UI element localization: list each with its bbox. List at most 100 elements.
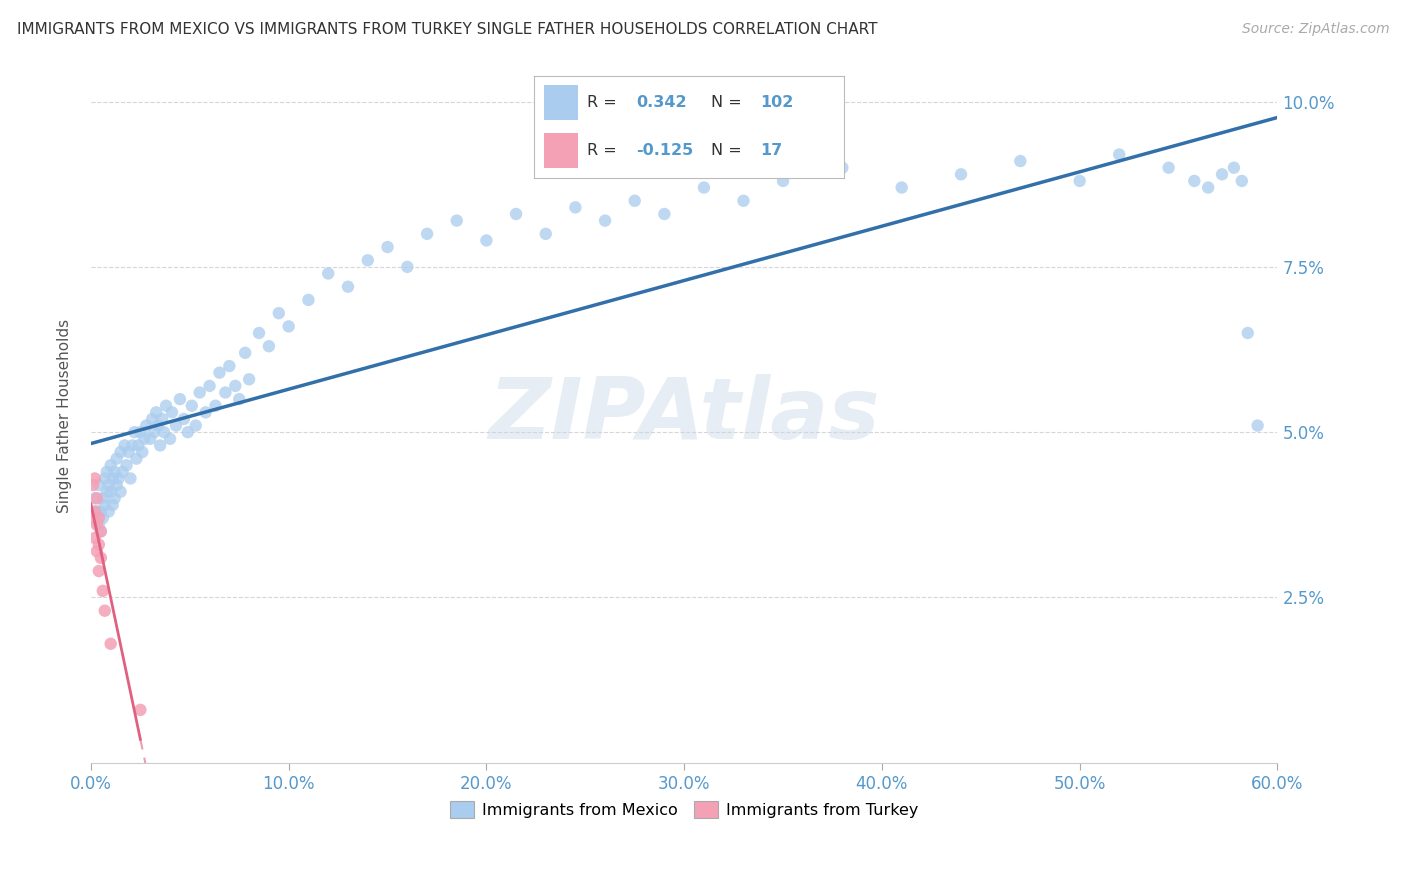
Point xyxy=(91,511,114,525)
Text: IMMIGRANTS FROM MEXICO VS IMMIGRANTS FROM TURKEY SINGLE FATHER HOUSEHOLDS CORREL: IMMIGRANTS FROM MEXICO VS IMMIGRANTS FRO… xyxy=(17,22,877,37)
Point xyxy=(198,379,221,393)
Point xyxy=(129,425,152,440)
Point xyxy=(377,240,399,254)
Point xyxy=(505,207,527,221)
Point xyxy=(257,339,280,353)
Point xyxy=(267,306,290,320)
Point xyxy=(83,491,105,506)
Point xyxy=(135,418,157,433)
Point xyxy=(96,465,118,479)
Point xyxy=(208,366,231,380)
Point xyxy=(90,550,112,565)
Point xyxy=(194,405,217,419)
Point xyxy=(475,234,498,248)
Point xyxy=(890,180,912,194)
Point xyxy=(91,583,114,598)
Point xyxy=(1069,174,1091,188)
Point xyxy=(159,432,181,446)
Point xyxy=(104,491,127,506)
Text: N =: N = xyxy=(710,95,747,110)
Point xyxy=(114,438,136,452)
Point xyxy=(233,346,256,360)
Point xyxy=(87,511,110,525)
Point xyxy=(83,504,105,518)
Point xyxy=(82,478,104,492)
Text: 102: 102 xyxy=(761,95,793,110)
Point xyxy=(1157,161,1180,175)
Point xyxy=(111,465,134,479)
Point xyxy=(145,405,167,419)
Point xyxy=(83,471,105,485)
Point xyxy=(86,544,108,558)
Point xyxy=(593,213,616,227)
Point xyxy=(149,438,172,452)
Text: 0.342: 0.342 xyxy=(637,95,688,110)
Point xyxy=(87,564,110,578)
Point xyxy=(1246,418,1268,433)
Point xyxy=(146,418,169,433)
Point xyxy=(87,478,110,492)
Point xyxy=(86,517,108,532)
Point xyxy=(129,703,152,717)
Point xyxy=(693,180,716,194)
Point xyxy=(1223,161,1246,175)
Point xyxy=(396,260,419,274)
Point xyxy=(950,167,973,181)
Point xyxy=(94,498,117,512)
Point xyxy=(184,418,207,433)
Point xyxy=(105,478,128,492)
Point xyxy=(564,200,586,214)
Point xyxy=(534,227,557,241)
Point xyxy=(169,392,191,406)
Point xyxy=(155,399,177,413)
Point xyxy=(87,538,110,552)
Legend: Immigrants from Mexico, Immigrants from Turkey: Immigrants from Mexico, Immigrants from … xyxy=(444,795,925,824)
Point xyxy=(1010,154,1032,169)
Point xyxy=(94,604,117,618)
Point xyxy=(214,385,236,400)
Point xyxy=(86,491,108,506)
Point xyxy=(90,524,112,539)
Text: N =: N = xyxy=(710,144,747,158)
Point xyxy=(831,161,853,175)
Point xyxy=(247,326,270,340)
Point xyxy=(124,425,146,440)
Point xyxy=(218,359,240,373)
Point xyxy=(188,385,211,400)
Point xyxy=(101,471,124,485)
Point xyxy=(121,438,143,452)
Point xyxy=(224,379,246,393)
Point xyxy=(1236,326,1258,340)
Point xyxy=(238,372,260,386)
Point xyxy=(82,511,104,525)
Point xyxy=(139,432,162,446)
Point xyxy=(86,504,108,518)
Point xyxy=(150,412,173,426)
Point xyxy=(654,207,676,221)
Text: Source: ZipAtlas.com: Source: ZipAtlas.com xyxy=(1241,22,1389,37)
Point xyxy=(623,194,645,208)
Point xyxy=(143,425,166,440)
Point xyxy=(153,425,176,440)
Point xyxy=(107,471,129,485)
Text: 17: 17 xyxy=(761,144,782,158)
Point xyxy=(104,465,127,479)
Point xyxy=(100,484,122,499)
Point xyxy=(105,451,128,466)
Point xyxy=(97,478,120,492)
Point xyxy=(115,458,138,473)
Point xyxy=(1182,174,1205,188)
Y-axis label: Single Father Households: Single Father Households xyxy=(58,318,72,513)
Point xyxy=(416,227,439,241)
Point xyxy=(117,445,139,459)
Point xyxy=(1211,167,1233,181)
Point xyxy=(204,399,226,413)
Point xyxy=(134,432,156,446)
Point xyxy=(165,418,187,433)
Point xyxy=(97,504,120,518)
Point xyxy=(160,405,183,419)
Point xyxy=(110,484,132,499)
Point xyxy=(90,524,112,539)
Point xyxy=(141,412,163,426)
Point xyxy=(101,498,124,512)
